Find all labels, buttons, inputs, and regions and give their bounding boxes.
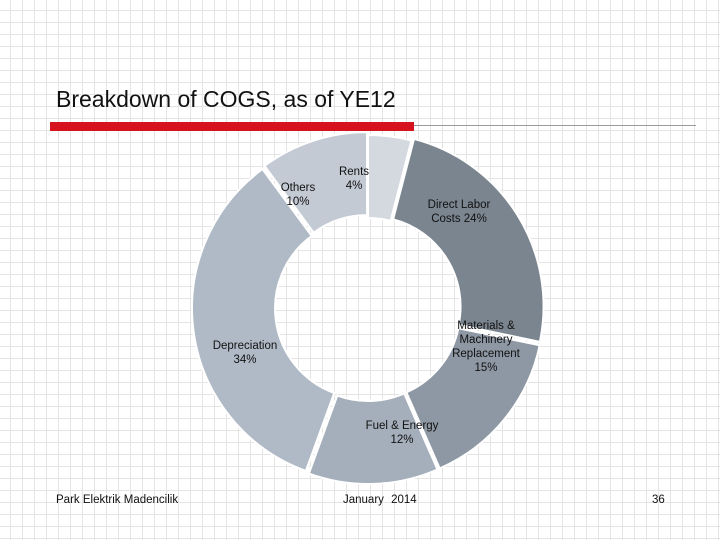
slice-label-materials-machinery-replacement: Materials & Machinery Replacement 15% [452, 320, 521, 374]
title-accent-bar [50, 122, 414, 131]
slice-others [263, 131, 369, 235]
slice-fuel-energy [307, 392, 439, 485]
slice-label-others: Others 10% [281, 182, 316, 208]
slice-depreciation [191, 167, 336, 473]
slice-label-direct-labor-costs: Direct Labor Costs 24% [428, 199, 491, 225]
slice-materials-machinery-replacement [405, 327, 541, 470]
slice-label-fuel-energy: Fuel & Energy 12% [366, 420, 439, 446]
slide-title: Breakdown of COGS, as of YE12 [56, 86, 396, 112]
footer-date: January 2014 [343, 494, 417, 506]
slice-rents [367, 133, 413, 223]
slice-label-depreciation: Depreciation 34% [213, 340, 278, 366]
slice-label-rents: Rents 4% [339, 166, 369, 192]
footer-company-name: Park Elektrik Madencilik [56, 494, 179, 506]
page-number: 36 [652, 494, 665, 506]
slice-direct-labor-costs [391, 137, 545, 344]
